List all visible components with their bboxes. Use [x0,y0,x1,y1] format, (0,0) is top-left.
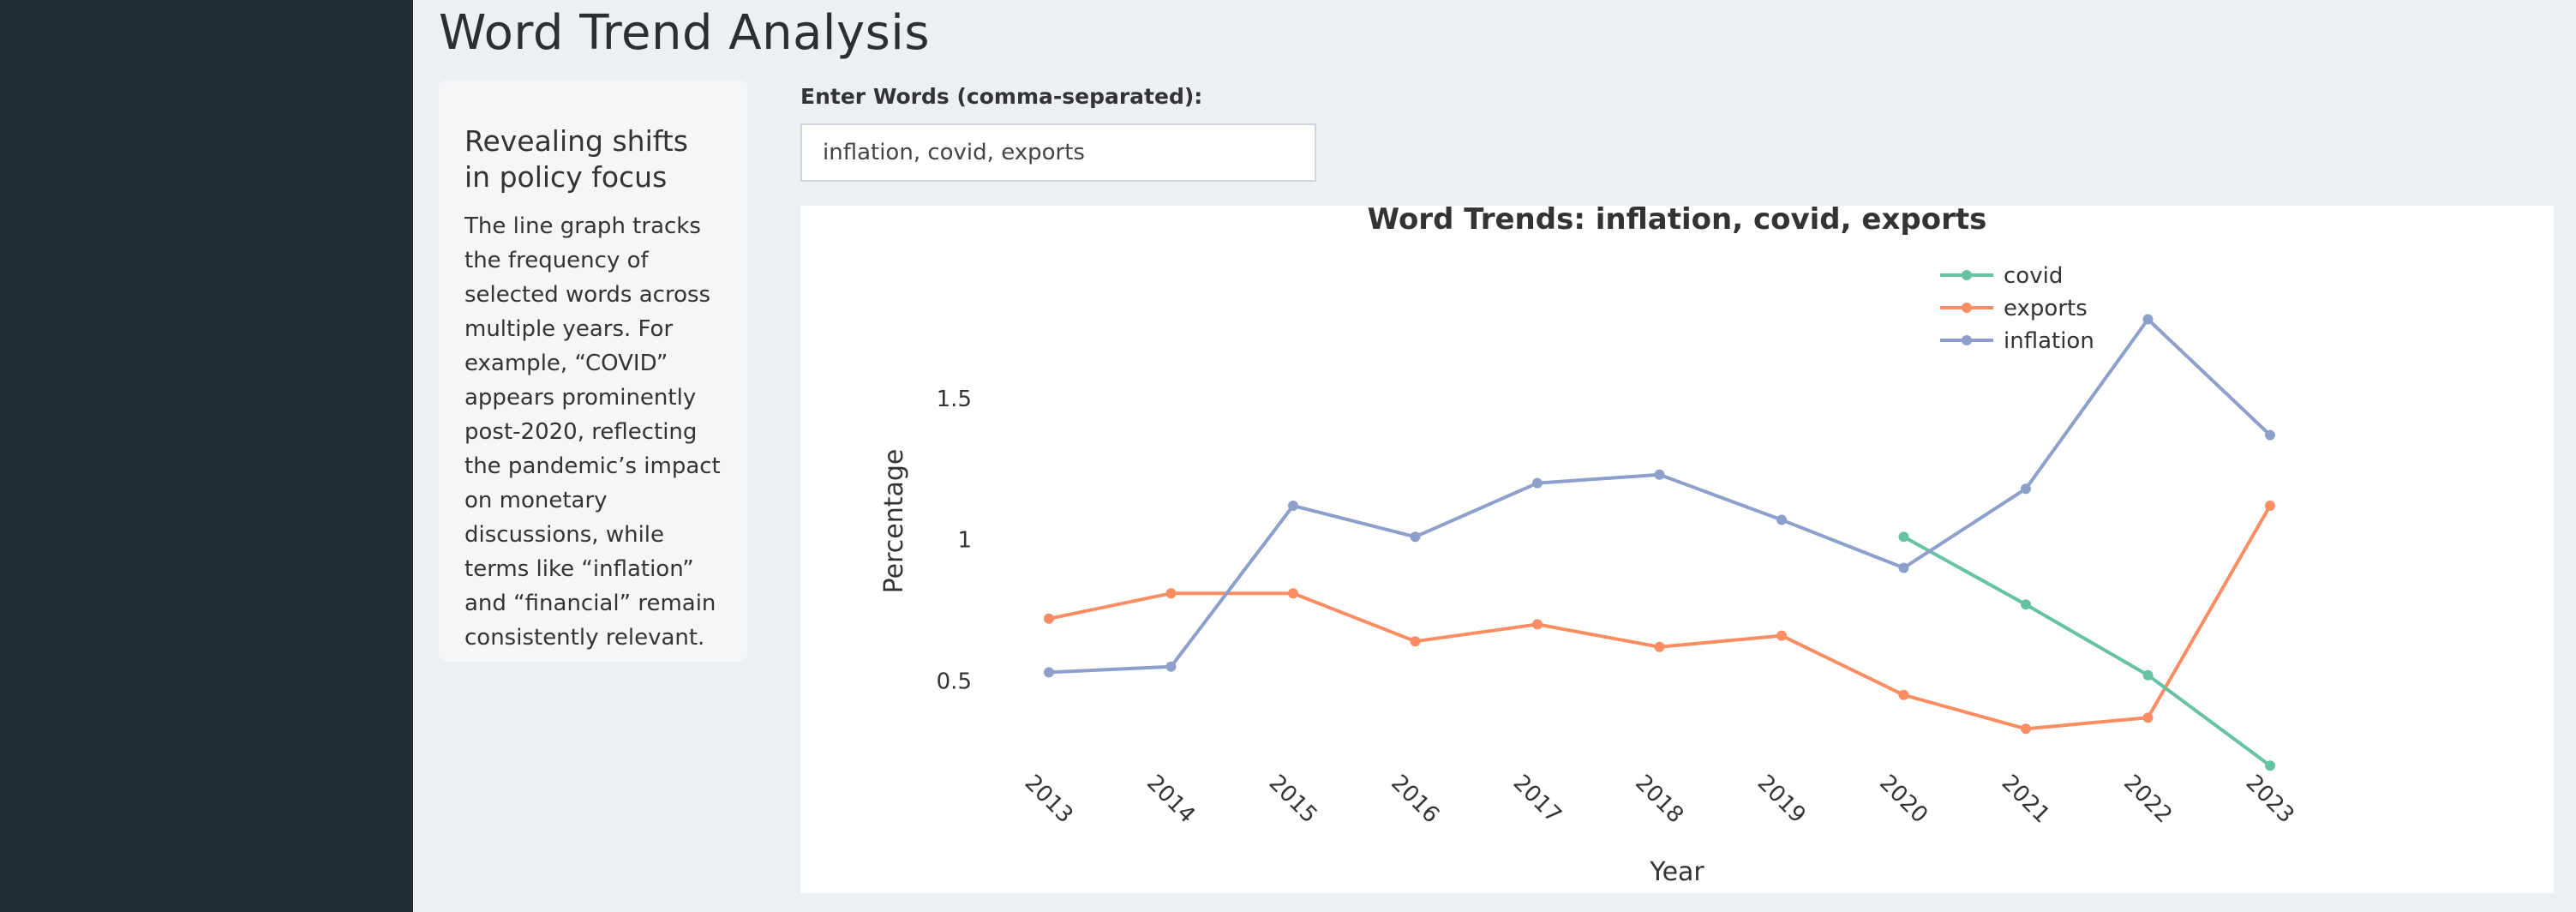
data-point-exports [1654,641,1665,652]
data-point-exports [1288,588,1298,599]
data-point-covid [2142,669,2154,681]
x-tick-label: 2015 [1264,770,1322,828]
series-line-covid [1902,535,2272,767]
data-point-inflation [1410,531,1421,543]
series-line-exports [1048,505,2272,731]
legend-label: covid [2004,263,2063,289]
data-point-covid [2021,599,2031,610]
data-point-inflation [1532,477,1543,489]
data-point-covid [1898,531,1909,543]
data-point-inflation [1654,469,1665,480]
words-input[interactable] [800,123,1316,182]
y-tick-label: 0.5 [937,669,972,694]
data-point-inflation [1165,661,1177,672]
series-line-inflation [1048,317,2272,675]
legend-marker [1962,335,1972,345]
data-point-inflation [1898,562,1909,573]
legend-item-exports[interactable]: exports [1940,296,2088,321]
info-card: Revealing shifts in policy focus The lin… [439,81,747,662]
x-tick-label: 2020 [1874,770,1932,828]
sidebar [0,0,413,912]
legend-item-covid[interactable]: covid [1940,263,2063,289]
y-axis-ticks: 0.5 1 1.5 [937,387,972,695]
chart-title: Word Trends: inflation, covid, exports [1368,206,1987,237]
x-axis-label: Year [1649,857,1704,887]
data-point-exports [1776,630,1787,641]
data-point-inflation [2265,429,2275,441]
x-tick-label: 2014 [1141,770,1200,828]
legend-marker [1962,270,1972,280]
chart-svg: Word Trends: inflation, covid, exports Y… [879,206,2299,887]
data-point-exports [1165,588,1177,599]
info-card-heading: Revealing shifts in policy focus [464,124,688,194]
data-point-exports [1044,613,1054,624]
legend-marker [1962,303,1972,313]
legend-item-inflation[interactable]: inflation [1940,328,2094,354]
x-tick-label: 2013 [1020,770,1078,828]
info-card-text: The line graph tracks the frequency of s… [464,213,721,651]
word-trends-chart: Word Trends: inflation, covid, exports Y… [800,206,2554,893]
y-tick-label: 1 [957,528,972,554]
y-tick-label: 1.5 [937,387,972,412]
data-point-exports [2265,501,2275,511]
data-point-inflation [2142,314,2154,325]
x-axis-ticks: 2013 2014 2015 2016 2017 2018 2019 2020 2021 2022… [1020,770,2299,828]
words-input-label: Enter Words (comma-separated): [800,84,1203,109]
x-tick-label: 2019 [1752,770,1811,828]
data-point-exports [2021,723,2031,735]
data-point-inflation [1776,514,1787,525]
x-tick-label: 2021 [1997,770,2055,828]
legend-label: exports [2004,296,2088,321]
data-point-exports [1532,619,1543,630]
x-tick-label: 2022 [2118,770,2177,828]
series-layer [1044,314,2275,771]
legend-label: inflation [2004,328,2094,354]
data-point-exports [1898,689,1909,700]
legend: covid exports inflation [1940,263,2094,354]
y-axis-label: Percentage [879,449,909,594]
page-title: Word Trend Analysis [439,5,931,61]
data-point-inflation [1044,667,1054,678]
x-tick-label: 2016 [1386,770,1444,828]
x-tick-label: 2018 [1630,770,1688,828]
main-content: Word Trend Analysis Revealing shifts in … [413,0,2576,912]
data-point-inflation [1288,501,1298,511]
data-point-covid [2265,760,2275,771]
data-point-inflation [2021,483,2031,495]
data-point-exports [2142,712,2154,723]
data-point-exports [1410,636,1421,647]
x-tick-label: 2017 [1508,770,1567,828]
x-tick-label: 2023 [2241,770,2299,828]
